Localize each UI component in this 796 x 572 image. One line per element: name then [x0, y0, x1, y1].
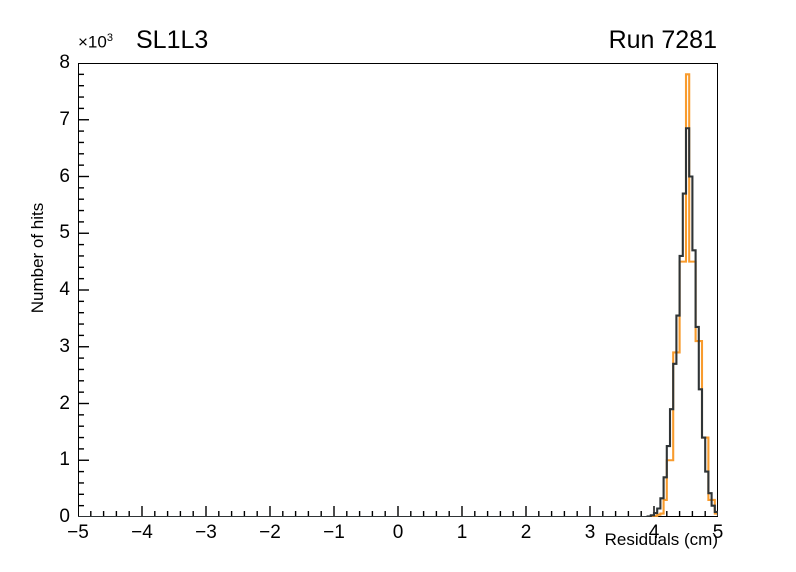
plot-title: SL1L3	[136, 26, 209, 54]
y-axis-exponent-power: 3	[106, 32, 113, 44]
y-axis-tick-label: 0	[59, 506, 70, 527]
y-axis-tick-label: 4	[59, 279, 70, 300]
y-axis-exponent-base: ×10	[78, 32, 107, 52]
x-axis-tick-label: −4	[131, 522, 153, 543]
y-axis-tick-label: 8	[59, 52, 70, 73]
y-axis-tick-label: 3	[59, 335, 70, 357]
x-axis-tick-label: 3	[584, 522, 596, 543]
x-axis-tick-label: −1	[323, 522, 345, 543]
y-axis-tick-label: 5	[59, 222, 70, 244]
y-axis-tick-label: 6	[59, 165, 70, 187]
histogram-primary	[78, 127, 718, 517]
x-axis-tick-label: −5	[67, 522, 89, 543]
run-label: Run 7281	[608, 26, 717, 54]
plot-frame	[78, 63, 718, 517]
x-axis-tick-label: 5	[712, 522, 724, 543]
plot-area	[78, 63, 718, 517]
x-axis-tick-label: 2	[520, 522, 532, 543]
histogram-secondary	[78, 73, 718, 517]
x-axis-tick-label: 4	[648, 522, 660, 543]
y-axis-exponent: ×103	[78, 32, 113, 53]
x-axis-tick-label: −3	[195, 522, 217, 543]
x-axis-tick-label: −2	[259, 522, 281, 543]
y-axis-tick-label: 7	[59, 108, 70, 130]
y-axis-tick-label: 2	[59, 392, 70, 414]
x-axis-title: Residuals (cm)	[604, 530, 718, 549]
x-axis-tick-label: 1	[456, 522, 468, 543]
x-axis-tick-label: 0	[392, 522, 404, 543]
y-axis-tick-label: 1	[59, 449, 70, 471]
